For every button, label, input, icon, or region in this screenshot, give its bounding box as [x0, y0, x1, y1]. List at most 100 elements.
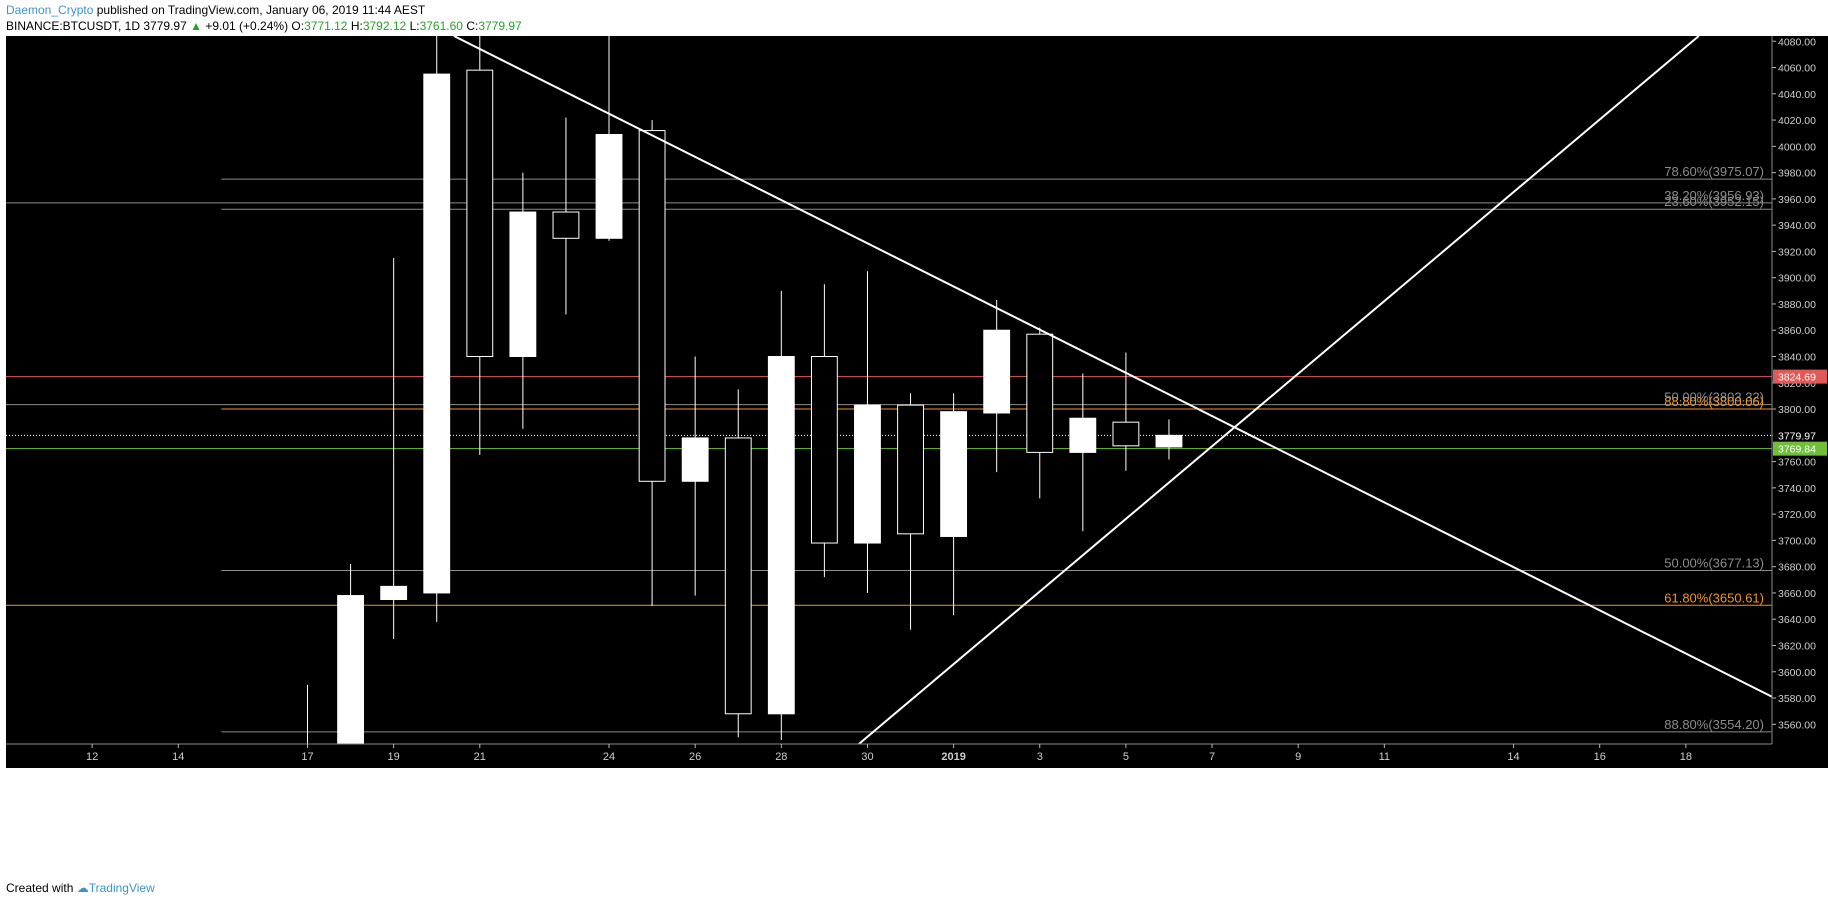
- level-label: 78.60%(3975.07): [1664, 164, 1764, 179]
- time-tick-label: 18: [1680, 751, 1692, 763]
- candle-body: [940, 411, 968, 537]
- time-tick-label: 30: [861, 751, 873, 763]
- high-value: 3792.12: [362, 19, 407, 33]
- corner-marker: [5, 833, 13, 841]
- candle-body: [854, 404, 881, 544]
- trendline: [453, 36, 1772, 698]
- price-tick-label: 3740.00: [1778, 483, 1816, 495]
- price-badge-label: 3769.84: [1778, 444, 1816, 456]
- candle-body: [983, 329, 1011, 414]
- time-ticks: 12 14 17 19 21 24 26 28 30 2019 3 5 7 9 11 14 16 18: [6, 743, 1772, 763]
- candle-body: [1026, 333, 1054, 453]
- time-tick-label: 14: [1507, 751, 1519, 763]
- price-tick-label: 3840.00: [1778, 352, 1816, 364]
- time-tick-label: 14: [172, 751, 184, 763]
- candle-body: [897, 404, 924, 535]
- tradingview-logo-icon[interactable]: ☁: [76, 881, 89, 895]
- candle-body: [1155, 434, 1183, 448]
- price-tick-label: 3880.00: [1778, 299, 1816, 311]
- level-label: 38.20%(3956.93): [1664, 188, 1764, 203]
- plot-area[interactable]: [6, 36, 1772, 744]
- close-value: 3779.97: [478, 19, 522, 33]
- trendline: [858, 36, 1700, 744]
- level-label: 88.80%(3800.06): [1664, 394, 1764, 409]
- candle-body: [810, 356, 838, 544]
- time-axis[interactable]: [6, 744, 1828, 768]
- price-tick-label: 3700.00: [1778, 535, 1816, 547]
- candle-body: [638, 130, 666, 482]
- price-tick-label: 3560.00: [1778, 719, 1816, 731]
- level-label: 50.00%(3803.32): [1664, 390, 1764, 405]
- price-tick-label: 3900.00: [1778, 273, 1816, 285]
- price-tick-label: 3680.00: [1778, 562, 1816, 574]
- open-value: 3771.12: [304, 19, 348, 33]
- change-text: +9.01 (+0.24%): [205, 19, 289, 33]
- price-tick-label: 3580.00: [1778, 693, 1816, 705]
- author-link[interactable]: Daemon_Crypto: [6, 3, 94, 17]
- footer: Created with ☁TradingView: [6, 881, 155, 895]
- symbol-text: BINANCE:BTCUSDT, 1D: [6, 19, 141, 33]
- price-badge-label: 3824.69: [1778, 372, 1816, 384]
- time-tick-label: 2019: [941, 751, 965, 763]
- candle-body: [552, 211, 580, 239]
- candle-body: [509, 211, 537, 358]
- time-tick-label: 16: [1594, 751, 1606, 763]
- time-tick-label: 5: [1123, 751, 1129, 763]
- price-badges: 3824.69 3779.97 3769.84: [1773, 369, 1827, 456]
- price-tick-label: 3600.00: [1778, 667, 1816, 679]
- price-badge: [1773, 369, 1827, 384]
- low-label: L:: [409, 19, 420, 33]
- time-tick-label: 21: [474, 751, 486, 763]
- price-tick-label: 3620.00: [1778, 640, 1816, 652]
- high-label: H:: [350, 19, 363, 33]
- candle-body: [466, 69, 494, 358]
- candle-body: [1069, 417, 1097, 453]
- candle-body: [1112, 421, 1140, 447]
- trendlines: [453, 36, 1772, 744]
- last-price: 3779.97: [143, 19, 187, 33]
- candle-body: [380, 585, 408, 601]
- open-label: O:: [291, 19, 305, 33]
- published-text: published on TradingView.com, January 06…: [96, 3, 426, 17]
- close-label: C:: [466, 19, 479, 33]
- time-tick-label: 28: [775, 751, 787, 763]
- candle-body: [767, 356, 795, 715]
- price-tick-label: 3940.00: [1778, 220, 1816, 232]
- price-tick-label: 3760.00: [1778, 457, 1816, 469]
- price-badge: [1773, 428, 1827, 443]
- level-labels: 78.60%(3975.07) 38.20%(3956.93)23.60%(395…: [1664, 164, 1764, 732]
- candles: [294, 36, 1183, 744]
- candle-body: [337, 595, 365, 744]
- created-with-text: Created with: [6, 881, 74, 895]
- price-tick-label: 4060.00: [1778, 63, 1816, 75]
- level-label: 23.60%(3952.15): [1664, 194, 1764, 209]
- price-axis[interactable]: [1772, 36, 1828, 744]
- candle-body: [595, 134, 623, 239]
- time-tick-label: 11: [1379, 751, 1390, 763]
- time-tick-label: 19: [388, 751, 400, 763]
- up-arrow-icon: ▲: [190, 19, 202, 33]
- tradingview-link[interactable]: TradingView: [88, 881, 155, 895]
- symbol-info: BINANCE:BTCUSDT, 1D 3779.97 ▲ +9.01 (+0.…: [6, 19, 522, 33]
- time-tick-label: 24: [603, 751, 615, 763]
- price-tick-label: 3860.00: [1778, 325, 1816, 337]
- publish-info: Daemon_Crypto published on TradingView.c…: [6, 3, 425, 17]
- price-tick-label: 3800.00: [1778, 404, 1816, 416]
- time-tick-label: 3: [1037, 751, 1043, 763]
- time-tick-label: 26: [689, 751, 701, 763]
- candle-body: [423, 73, 451, 594]
- candle-body: [681, 437, 709, 482]
- price-tick-label: 4080.00: [1778, 36, 1816, 48]
- level-label: 88.80%(3554.20): [1664, 717, 1764, 732]
- price-tick-label: 4020.00: [1778, 115, 1816, 127]
- price-badge-label: 3779.97: [1778, 430, 1816, 442]
- level-label: 50.00%(3677.13): [1664, 555, 1764, 570]
- price-tick-label: 4000.00: [1778, 141, 1816, 153]
- time-tick-label: 9: [1295, 751, 1301, 763]
- time-tick-label: 17: [301, 751, 313, 763]
- time-tick-label: 7: [1209, 751, 1215, 763]
- price-badge: [1773, 441, 1827, 456]
- time-tick-label: 12: [86, 751, 98, 763]
- candle-body: [724, 437, 752, 715]
